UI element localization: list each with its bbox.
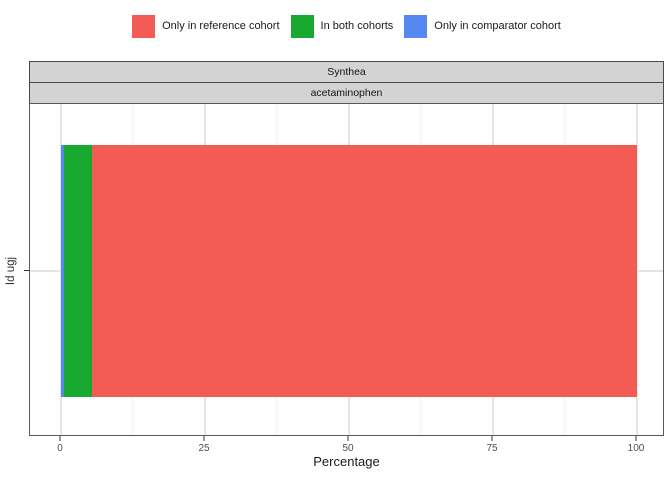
bar-segment-only-in-reference-cohort — [91, 145, 637, 397]
bar-segment-in-both-cohorts — [64, 145, 92, 397]
x-axis-title: Percentage — [313, 454, 380, 469]
facet-strip-cohort-label: acetaminophen — [310, 87, 383, 99]
x-tick-mark — [635, 436, 637, 441]
plot-panel — [29, 103, 664, 436]
legend: Only in reference cohort In both cohorts O… — [29, 12, 664, 40]
legend-label: In both cohorts — [320, 20, 394, 32]
legend-item-only-in-reference-cohort: Only in reference cohort — [132, 14, 280, 38]
x-tick-mark — [347, 436, 349, 441]
major-gridline — [636, 104, 638, 435]
facet-strip-datasource-label: Synthea — [327, 66, 366, 78]
scale-region — [60, 104, 638, 435]
x-tick-label: 75 — [486, 443, 498, 454]
facet-strip-cohort: acetaminophen — [29, 82, 664, 104]
legend-swatch-only-in-reference-cohort — [132, 14, 156, 38]
x-tick-label: 25 — [198, 443, 210, 454]
facet-strip-datasource: Synthea — [29, 61, 664, 83]
x-tick-label: 50 — [342, 443, 354, 454]
x-tick-mark — [203, 436, 205, 441]
x-axis: 0 25 50 75 100 — [57, 436, 644, 458]
x-tick-label: 0 — [57, 443, 63, 454]
legend-item-only-in-comparator-cohort: Only in comparator cohort — [404, 14, 561, 38]
y-axis-title: Id ugj — [5, 256, 17, 286]
x-tick-mark — [491, 436, 493, 441]
legend-item-in-both-cohorts: In both cohorts — [290, 14, 394, 38]
bar-segment-only-in-comparator-cohort — [61, 145, 65, 397]
x-tick-mark — [59, 436, 61, 441]
legend-swatch-in-both-cohorts — [290, 14, 314, 38]
legend-swatch-only-in-comparator-cohort — [404, 14, 428, 38]
stacked-bar — [61, 145, 637, 397]
legend-label: Only in comparator cohort — [434, 20, 561, 32]
legend-label: Only in reference cohort — [162, 20, 280, 32]
x-tick-label: 100 — [627, 443, 645, 454]
y-axis-tick — [24, 270, 29, 271]
